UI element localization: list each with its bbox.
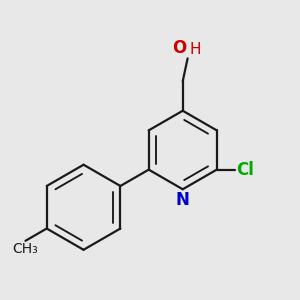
Text: Cl: Cl [236,160,254,178]
Text: H: H [189,42,201,57]
Text: CH₃: CH₃ [13,242,38,256]
Text: O: O [172,39,186,57]
Text: N: N [176,191,190,209]
